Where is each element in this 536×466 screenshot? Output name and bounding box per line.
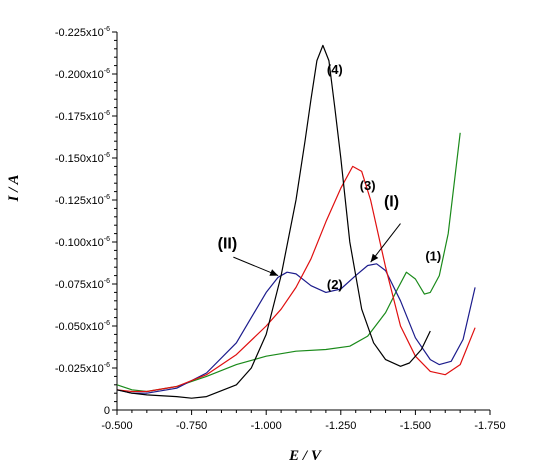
axes: 0 -0.025x10-6 -0.050x10-6 -0.075x10-6 -0.100… xyxy=(55,26,506,432)
annotation-label-3: (2) xyxy=(327,277,343,292)
annotation-label-1: (4) xyxy=(327,62,343,77)
x-tick-label: -1.750 xyxy=(474,420,505,432)
arrow-layer xyxy=(233,223,401,277)
x-tick-label: -1.000 xyxy=(251,420,282,432)
annotation-arrow-1 xyxy=(370,223,401,263)
series-layer xyxy=(116,44,476,399)
y-tick-label: -0.150x10-6 xyxy=(55,152,110,165)
y-tick-label: -0.075x10-6 xyxy=(55,278,110,291)
y-axis-title: I / A xyxy=(6,175,22,203)
label-layer: (4) (3) (2) (1) (I) (II) xyxy=(218,62,442,292)
series-line-2 xyxy=(116,263,476,394)
x-axis-title: E / V xyxy=(288,448,323,464)
y-tick-label: 0 xyxy=(104,405,110,417)
y-tick-label: -0.125x10-6 xyxy=(55,194,110,207)
x-tick-label: -1.250 xyxy=(325,420,356,432)
series-line-3 xyxy=(116,165,476,393)
series-line-1 xyxy=(116,132,461,393)
annotation-label-6: (II) xyxy=(218,236,238,253)
annotation-arrowhead-1 xyxy=(370,253,379,263)
x-tick-label: -0.500 xyxy=(101,420,132,432)
y-tick-label: -0.200x10-6 xyxy=(55,68,110,81)
annotation-label-2: (3) xyxy=(360,178,376,193)
y-tick-label: -0.025x10-6 xyxy=(55,362,110,375)
x-tick-label: -0.750 xyxy=(176,420,207,432)
annotation-label-5: (I) xyxy=(384,194,399,211)
annotation-arrowhead-2 xyxy=(269,269,279,276)
annotation-arrow-2 xyxy=(233,256,279,277)
x-tick-label: -1.500 xyxy=(400,420,431,432)
series-line-4 xyxy=(116,44,431,399)
y-tick-label: -0.100x10-6 xyxy=(55,236,110,249)
y-tick-label: -0.175x10-6 xyxy=(55,110,110,123)
y-tick-label: -0.050x10-6 xyxy=(55,320,110,333)
annotation-label-4: (1) xyxy=(425,248,441,263)
y-tick-label: -0.225x10-6 xyxy=(55,26,110,39)
